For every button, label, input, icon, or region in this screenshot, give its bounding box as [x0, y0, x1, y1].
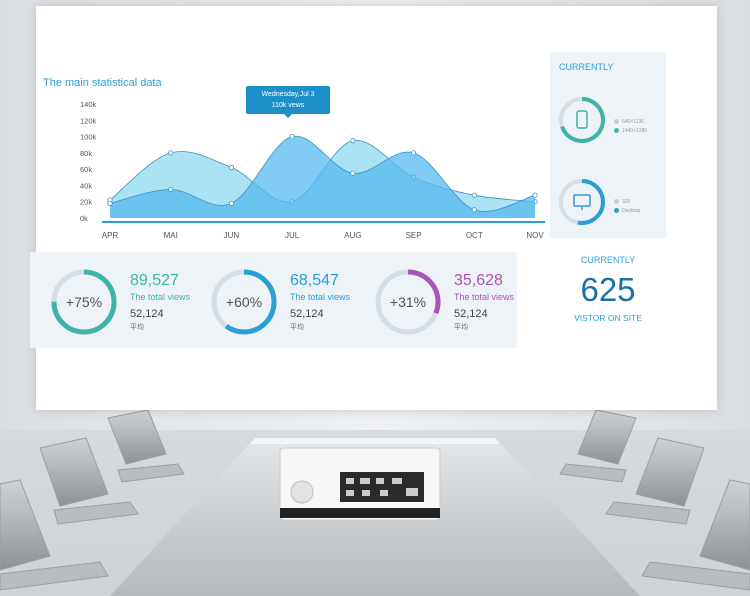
mobile-legend: 640×1136 1440×1280	[614, 118, 647, 136]
y-tick-label: 80k	[80, 149, 92, 158]
stat-sub: 52,124	[454, 308, 488, 320]
data-point	[228, 164, 235, 171]
x-tick-label: JUL	[285, 231, 300, 240]
projector	[279, 447, 441, 521]
y-tick-label: 0k	[80, 214, 88, 223]
visitor-count: 625	[580, 271, 636, 308]
visitor-title: CURRENTLY	[580, 255, 636, 265]
y-tick-label: 40k	[80, 181, 92, 190]
device-panel: CURRENTLY 640×1136 1440×1280 320 Desktop	[550, 52, 666, 238]
stat-card-2: +60% 68,547 The total views 52,124 平均	[200, 252, 360, 348]
visitor-panel: CURRENTLY 625 VISTOR ON SITE	[550, 252, 666, 348]
data-point	[168, 150, 174, 156]
chart-tooltip: Wednesday,Jul 3 110k vews	[246, 86, 330, 118]
stat-value: 89,527	[130, 272, 179, 289]
ring-progress	[51, 269, 117, 335]
stats-panel: +75% 89,527 The total views 52,124 平均 +6…	[30, 252, 517, 348]
stat-value: 35,628	[454, 272, 503, 289]
series-line-1	[109, 135, 536, 212]
tooltip-date: Wednesday,Jul 3	[261, 91, 315, 98]
data-point	[289, 133, 295, 140]
progress-ring: +75%	[51, 269, 117, 335]
x-tick-label: SEP	[406, 231, 422, 240]
x-tick-label: AUG	[344, 231, 361, 240]
stat-sub2: 平均	[130, 324, 144, 331]
chairs-left	[0, 409, 185, 591]
mobile-ring	[559, 97, 605, 143]
data-point	[350, 170, 356, 176]
ring-progress	[211, 269, 277, 335]
stat-sub2: 平均	[290, 324, 304, 331]
desktop-legend: 320 Desktop	[614, 198, 640, 216]
data-point	[228, 200, 235, 206]
x-tick-label: NOV	[526, 231, 544, 240]
x-tick-label: MAI	[164, 231, 178, 240]
ring-percent: +75%	[66, 294, 102, 310]
tooltip-value: 110k vews	[271, 102, 305, 109]
stat-sub: 52,124	[130, 308, 164, 320]
mobile-icon	[576, 110, 588, 129]
visitor-label: VISTOR ON SITE	[574, 313, 642, 323]
ring-progress	[375, 269, 441, 335]
stat-value: 68,547	[290, 272, 339, 289]
stat-sub: 52,124	[290, 308, 324, 320]
device-panel-title: CURRENTLY	[559, 62, 614, 72]
series-area-1	[110, 136, 535, 218]
stat-card-3: +31% 35,628 The total views 52,124 平均	[364, 252, 524, 348]
desktop-ring	[559, 179, 605, 225]
x-tick-label: JUN	[224, 231, 240, 240]
y-tick-label: 140k	[80, 100, 97, 109]
y-tick-label: 20k	[80, 198, 92, 207]
monitor-icon	[573, 194, 591, 207]
stat-label: The total views	[130, 292, 191, 302]
data-point	[168, 186, 174, 193]
data-point	[471, 192, 477, 198]
progress-ring: +60%	[211, 269, 277, 335]
x-tick-label: OCT	[466, 231, 483, 240]
ring-percent: +60%	[226, 294, 262, 310]
stat-card-1: +75% 89,527 The total views 52,124 平均	[40, 252, 200, 348]
stat-label: The total views	[290, 292, 351, 302]
x-tick-label: APR	[102, 231, 119, 240]
stat-sub2: 平均	[454, 324, 468, 331]
chart-title: The main statistical data	[43, 77, 162, 89]
area-chart: 140k 120k 100k 80k 60k 40k 20k 0k APR MAI JUN JUL AU…	[80, 100, 545, 240]
chairs-right	[559, 409, 750, 591]
y-tick-label: 120k	[80, 116, 97, 125]
y-tick-label: 100k	[80, 133, 97, 142]
stat-label: The total views	[454, 292, 515, 302]
data-point	[532, 192, 538, 198]
ring-percent: +31%	[390, 294, 426, 310]
progress-ring: +31%	[375, 269, 441, 335]
data-point	[350, 138, 356, 144]
data-point	[107, 200, 113, 206]
y-tick-label: 60k	[80, 165, 92, 174]
data-point	[471, 207, 477, 213]
data-point	[410, 150, 417, 156]
